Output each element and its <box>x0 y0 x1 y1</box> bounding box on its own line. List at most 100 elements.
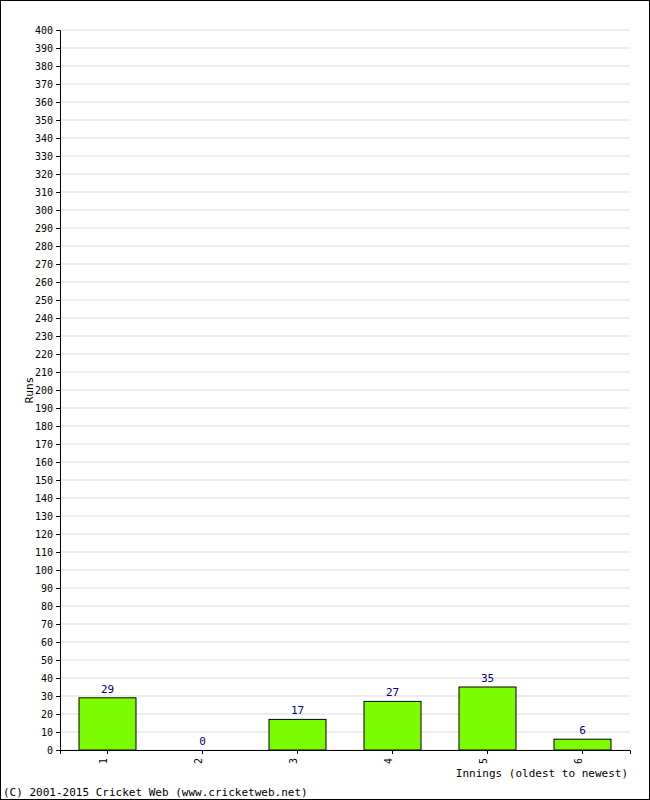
data-label: 17 <box>291 704 304 717</box>
x-tick-label: 3 <box>288 758 299 764</box>
y-tick-mark <box>56 732 60 733</box>
grid-line <box>60 732 630 733</box>
y-tick-label: 160 <box>35 457 53 468</box>
y-tick-label: 290 <box>35 223 53 234</box>
y-tick: 310 <box>35 187 60 198</box>
grid-line <box>60 192 630 193</box>
grid-line <box>60 660 630 661</box>
y-tick-label: 320 <box>35 169 53 180</box>
y-tick: 220 <box>35 349 60 360</box>
y-tick-label: 310 <box>35 187 53 198</box>
y-tick: 270 <box>35 259 60 270</box>
grid-line <box>60 444 630 445</box>
x-tick-label: 4 <box>383 758 394 764</box>
grid-line <box>60 30 630 31</box>
y-tick: 130 <box>35 511 60 522</box>
chart: 0102030405060708090100110120130140150160… <box>0 0 650 800</box>
grid-line <box>60 480 630 481</box>
y-tick-mark <box>56 714 60 715</box>
y-tick-label: 80 <box>41 601 53 612</box>
grid-line <box>60 534 630 535</box>
y-tick-label: 390 <box>35 43 53 54</box>
y-tick-mark <box>56 318 60 319</box>
y-tick-mark <box>56 606 60 607</box>
bar <box>459 687 516 750</box>
y-tick-mark <box>56 372 60 373</box>
y-tick: 390 <box>35 43 60 54</box>
x-tick: 1 <box>98 750 109 764</box>
x-tick-label: 2 <box>193 758 204 764</box>
x-axis: 123456 <box>61 750 631 764</box>
y-tick-label: 0 <box>47 745 53 756</box>
y-tick-label: 90 <box>41 583 53 594</box>
y-tick-mark <box>56 462 60 463</box>
y-tick: 290 <box>35 223 60 234</box>
y-tick-mark <box>56 210 60 211</box>
x-tick: 6 <box>573 750 584 764</box>
y-tick-mark <box>56 66 60 67</box>
y-tick-label: 360 <box>35 97 53 108</box>
bar <box>79 698 136 750</box>
y-tick-label: 140 <box>35 493 53 504</box>
y-tick-mark <box>56 102 60 103</box>
y-tick: 200 <box>35 385 60 396</box>
y-tick: 230 <box>35 331 60 342</box>
y-tick-mark <box>56 192 60 193</box>
y-tick-label: 30 <box>41 691 53 702</box>
bar <box>174 750 231 751</box>
grid-line <box>60 624 630 625</box>
data-label: 27 <box>386 686 399 699</box>
grid-line <box>60 714 630 715</box>
bar <box>364 701 421 750</box>
x-tick: 3 <box>288 750 299 764</box>
y-tick: 60 <box>41 637 60 648</box>
y-tick-label: 270 <box>35 259 53 270</box>
y-tick-mark <box>56 246 60 247</box>
y-tick-mark <box>56 534 60 535</box>
grid-line <box>60 264 630 265</box>
x-tick-mark <box>582 750 583 754</box>
y-tick-label: 170 <box>35 439 53 450</box>
y-tick: 10 <box>41 727 60 738</box>
y-tick-mark <box>56 642 60 643</box>
bars <box>79 687 611 750</box>
y-tick-mark <box>56 588 60 589</box>
grid-line <box>60 300 630 301</box>
y-tick-label: 50 <box>41 655 53 666</box>
data-label: 0 <box>199 735 206 748</box>
y-tick-mark <box>56 624 60 625</box>
grid-line <box>60 174 630 175</box>
y-tick-mark <box>56 498 60 499</box>
grid-line <box>60 120 630 121</box>
x-axis-line <box>61 751 631 755</box>
grid-line <box>60 642 630 643</box>
grid <box>60 30 630 750</box>
y-axis-line <box>56 31 61 751</box>
x-tick-mark <box>297 750 298 754</box>
grid-line <box>60 84 630 85</box>
grid-line <box>60 390 630 391</box>
x-tick-label: 6 <box>573 758 584 764</box>
y-tick-label: 370 <box>35 79 53 90</box>
y-tick-mark <box>56 336 60 337</box>
y-tick-label: 250 <box>35 295 53 306</box>
y-tick-label: 180 <box>35 421 53 432</box>
y-tick-mark <box>56 696 60 697</box>
y-tick: 400 <box>35 25 60 36</box>
grid-line <box>60 516 630 517</box>
y-tick: 70 <box>41 619 60 630</box>
x-tick-mark <box>392 750 393 754</box>
y-tick: 260 <box>35 277 60 288</box>
grid-line <box>60 282 630 283</box>
y-tick-mark <box>56 300 60 301</box>
y-tick-mark <box>56 660 60 661</box>
y-tick-mark <box>56 552 60 553</box>
grid-line <box>60 210 630 211</box>
y-tick: 380 <box>35 61 60 72</box>
grid-line <box>60 354 630 355</box>
bar <box>554 739 611 750</box>
y-tick-mark <box>56 426 60 427</box>
y-tick-label: 220 <box>35 349 53 360</box>
y-tick: 330 <box>35 151 60 162</box>
y-tick-label: 340 <box>35 133 53 144</box>
